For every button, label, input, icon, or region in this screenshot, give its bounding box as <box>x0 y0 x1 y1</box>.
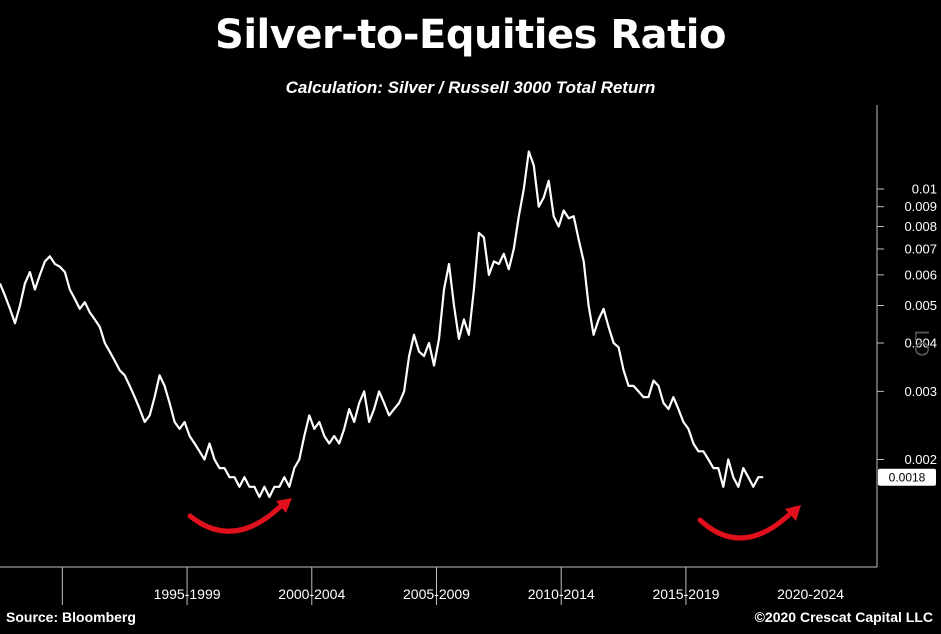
side-label: LO <box>910 330 932 357</box>
source-note: Source: Bloomberg <box>6 609 136 625</box>
copyright-note: ©2020 Crescat Capital LLC <box>754 609 933 625</box>
arrowhead-icon <box>785 505 801 521</box>
last-value-box <box>878 468 936 486</box>
y-tick-label: 0.007 <box>904 241 937 256</box>
y-axis-ticks: 0.01 0.009 0.008 0.007 0.006 0.005 0.004 0.003 0… <box>877 181 937 467</box>
last-value-label: 0.0018 <box>878 468 936 486</box>
arrowhead-icon <box>276 498 292 513</box>
y-tick-label: 0.003 <box>904 384 937 399</box>
red-curved-arrow-icon <box>697 508 796 541</box>
x-tick-label: 2010-2014 <box>528 586 595 602</box>
red-curved-arrow-icon <box>187 500 287 534</box>
chart-subtitle: Calculation: Silver / Russell 3000 Total… <box>285 78 656 97</box>
x-separators <box>61 567 687 605</box>
y-tick-label: 0.002 <box>904 452 937 467</box>
y-tick-label: 0.01 <box>912 181 937 196</box>
x-tick-label: 2005-2009 <box>403 586 470 602</box>
y-tick-label: 0.005 <box>904 298 937 313</box>
y-tick-label: 0.004 <box>904 336 937 351</box>
x-axis-ticks: 1995-1999 2000-2004 2005-2009 2010-2014 2015… <box>154 586 845 602</box>
arrow-annotation-1 <box>187 498 292 534</box>
x-tick-label: 1995-1999 <box>154 586 221 602</box>
x-tick-label: 2015-2019 <box>652 586 719 602</box>
arrow-annotation-2 <box>697 505 801 541</box>
y-tick-label: 0.008 <box>904 219 937 234</box>
last-value-text: 0.0018 <box>889 471 926 485</box>
x-tick-label: 2000-2004 <box>278 586 345 602</box>
y-tick-label: 0.009 <box>904 199 937 214</box>
y-tick-label: 0.006 <box>904 267 937 282</box>
chart-title: Silver-to-Equities Ratio <box>215 12 726 58</box>
x-tick-label: 2020-2024 <box>777 586 844 602</box>
series-line <box>0 150 764 499</box>
